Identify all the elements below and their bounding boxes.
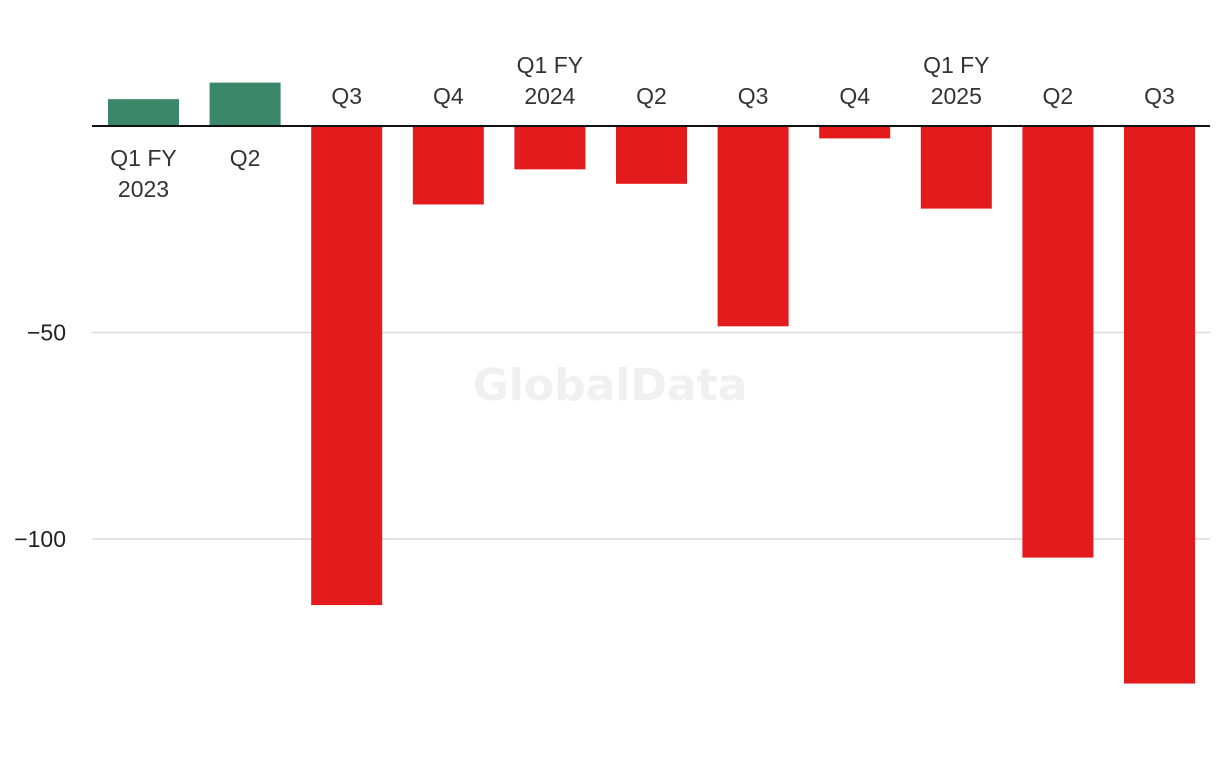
bar: [412, 126, 484, 205]
bar: [616, 126, 687, 184]
category-label: Q4: [433, 83, 464, 109]
category-label: Q2: [230, 145, 261, 171]
bar: [920, 126, 992, 209]
bar: [311, 126, 383, 606]
bar: [209, 82, 281, 126]
category-label: Q1 FY 2024: [517, 52, 583, 109]
watermark: GlobalData: [473, 360, 748, 411]
y-tick-label: −50: [27, 320, 66, 346]
category-label: Q3: [738, 83, 769, 109]
category-label: Q4: [839, 83, 870, 109]
category-label: Q3: [1144, 83, 1175, 109]
category-label: Q2: [1043, 83, 1074, 109]
bar: [514, 126, 586, 170]
category-labels: Q1 FY 2023 Q2 Q3 Q4 Q1 FY 2024 Q2 Q3 Q4 Q1 FY 2025 Q…: [110, 52, 1175, 202]
bar: [819, 126, 891, 139]
category-label: Q3: [331, 83, 362, 109]
bars: [108, 82, 1195, 684]
category-label: Q2: [636, 83, 667, 109]
bar: [717, 126, 789, 327]
category-label: Q1 FY 2025: [923, 52, 989, 109]
bar: [108, 99, 179, 126]
bar: [1124, 126, 1195, 684]
category-label: Q1 FY 2023: [110, 145, 176, 202]
y-tick-label: −100: [14, 526, 66, 552]
bar: [1022, 126, 1094, 558]
